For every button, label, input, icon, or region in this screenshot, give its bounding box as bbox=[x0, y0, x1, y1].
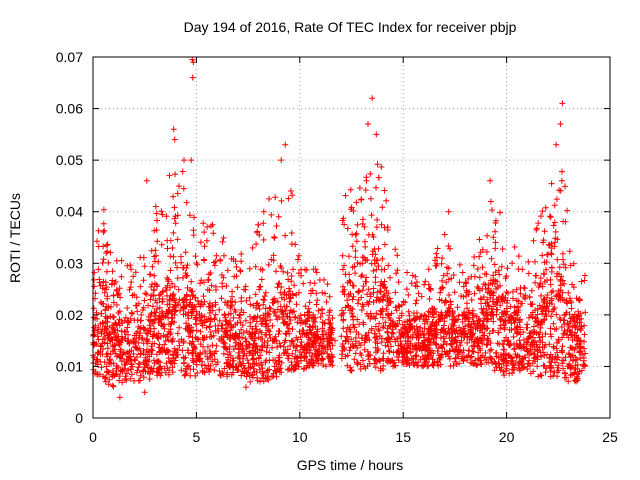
roti-data-points bbox=[90, 56, 589, 401]
y-tick-label: 0.06 bbox=[56, 101, 83, 117]
y-tick-label: 0.07 bbox=[56, 49, 83, 65]
y-axis-title: ROTI / TECUs bbox=[7, 193, 23, 283]
y-tick-label: 0.02 bbox=[56, 307, 83, 323]
points-layer bbox=[90, 56, 589, 401]
y-tick-label: 0.03 bbox=[56, 255, 83, 271]
y-tick-label: 0.01 bbox=[56, 358, 83, 374]
plot-frame bbox=[92, 56, 611, 419]
x-tick-label: 20 bbox=[499, 429, 515, 445]
y-tick-label: 0 bbox=[75, 410, 83, 426]
x-tick-label: 0 bbox=[89, 429, 97, 445]
x-tick-label: 25 bbox=[602, 429, 618, 445]
x-tick-label: 5 bbox=[193, 429, 201, 445]
y-tick-label: 0.04 bbox=[56, 204, 83, 220]
y-tick-label: 0.05 bbox=[56, 152, 83, 168]
chart-title: Day 194 of 2016, Rate Of TEC Index for r… bbox=[184, 19, 517, 35]
ticks-layer: 0 5 10 15 20 25 0 0.01 0.02 0.03 0.04 0.05 0.06 0.07 bbox=[56, 49, 618, 445]
x-tick-label: 10 bbox=[292, 429, 308, 445]
x-tick-label: 15 bbox=[395, 429, 411, 445]
x-axis-title: GPS time / hours bbox=[297, 457, 404, 473]
